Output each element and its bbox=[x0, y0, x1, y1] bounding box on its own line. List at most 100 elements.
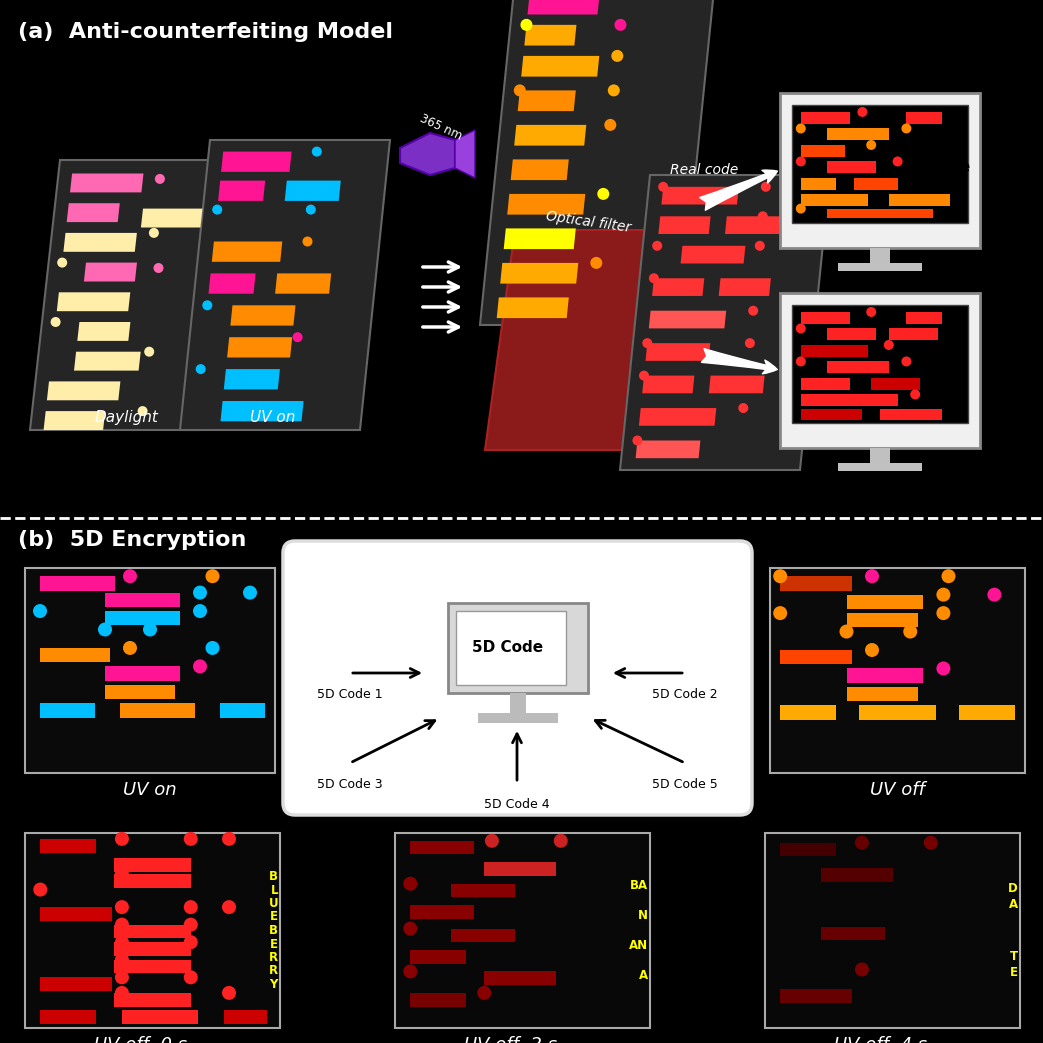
Circle shape bbox=[866, 140, 876, 150]
Polygon shape bbox=[620, 175, 830, 470]
Circle shape bbox=[33, 882, 47, 897]
Polygon shape bbox=[480, 0, 715, 325]
Bar bbox=[801, 194, 868, 207]
Circle shape bbox=[796, 123, 806, 134]
Circle shape bbox=[937, 587, 950, 602]
Bar bbox=[801, 145, 845, 156]
Text: 5D Code 5: 5D Code 5 bbox=[652, 778, 718, 791]
Bar bbox=[770, 568, 1025, 773]
Text: 5D Code 3: 5D Code 3 bbox=[317, 778, 383, 791]
Bar bbox=[447, 603, 587, 693]
Bar bbox=[115, 874, 191, 888]
Circle shape bbox=[404, 965, 417, 978]
Bar bbox=[838, 463, 922, 470]
Circle shape bbox=[911, 389, 920, 399]
Circle shape bbox=[222, 832, 236, 846]
Bar bbox=[889, 329, 938, 340]
Circle shape bbox=[883, 340, 894, 350]
Circle shape bbox=[243, 585, 257, 600]
Bar bbox=[410, 841, 475, 854]
Circle shape bbox=[745, 338, 755, 348]
Bar bbox=[859, 705, 936, 720]
Bar bbox=[410, 993, 466, 1006]
Text: 5D Code 1: 5D Code 1 bbox=[317, 688, 383, 701]
Polygon shape bbox=[56, 292, 130, 311]
Bar bbox=[827, 128, 889, 140]
Circle shape bbox=[903, 625, 917, 638]
Bar bbox=[801, 394, 898, 406]
Polygon shape bbox=[455, 130, 475, 178]
Polygon shape bbox=[220, 401, 304, 421]
Circle shape bbox=[632, 436, 642, 445]
Circle shape bbox=[796, 357, 806, 366]
Circle shape bbox=[478, 986, 491, 1000]
Polygon shape bbox=[285, 180, 341, 201]
Circle shape bbox=[115, 986, 129, 1000]
Polygon shape bbox=[44, 411, 105, 430]
Circle shape bbox=[611, 50, 624, 62]
Polygon shape bbox=[275, 273, 332, 294]
Bar bbox=[959, 705, 1015, 720]
Bar bbox=[880, 409, 942, 420]
Polygon shape bbox=[401, 134, 455, 175]
Bar bbox=[847, 669, 923, 683]
Polygon shape bbox=[719, 278, 771, 296]
Bar bbox=[801, 312, 850, 323]
Polygon shape bbox=[652, 278, 704, 296]
Circle shape bbox=[51, 317, 60, 328]
Polygon shape bbox=[528, 0, 600, 15]
Circle shape bbox=[893, 156, 902, 167]
Bar bbox=[792, 105, 968, 223]
Bar bbox=[105, 685, 175, 699]
Bar bbox=[847, 613, 918, 628]
Polygon shape bbox=[522, 56, 600, 76]
Circle shape bbox=[738, 403, 748, 413]
Circle shape bbox=[866, 307, 876, 317]
Circle shape bbox=[658, 181, 669, 192]
Polygon shape bbox=[507, 194, 585, 215]
Polygon shape bbox=[725, 216, 781, 234]
Circle shape bbox=[937, 606, 950, 621]
Circle shape bbox=[855, 963, 869, 976]
Circle shape bbox=[115, 952, 129, 967]
Circle shape bbox=[404, 877, 417, 891]
Circle shape bbox=[202, 300, 213, 311]
Bar bbox=[395, 833, 650, 1028]
Polygon shape bbox=[496, 297, 568, 318]
Circle shape bbox=[155, 174, 165, 184]
Circle shape bbox=[193, 585, 207, 600]
Polygon shape bbox=[141, 209, 202, 227]
Text: False: False bbox=[918, 157, 970, 176]
Polygon shape bbox=[501, 263, 578, 284]
Polygon shape bbox=[180, 140, 390, 430]
Polygon shape bbox=[83, 263, 137, 282]
Circle shape bbox=[598, 188, 609, 200]
Bar bbox=[780, 576, 851, 590]
Bar bbox=[780, 93, 980, 247]
Bar bbox=[40, 576, 115, 590]
Circle shape bbox=[748, 306, 758, 316]
Bar bbox=[220, 703, 265, 718]
Polygon shape bbox=[514, 125, 586, 146]
Bar bbox=[478, 713, 558, 723]
Polygon shape bbox=[74, 351, 141, 370]
Circle shape bbox=[196, 364, 205, 374]
Polygon shape bbox=[224, 369, 280, 389]
Circle shape bbox=[312, 147, 322, 156]
Circle shape bbox=[652, 241, 662, 250]
FancyBboxPatch shape bbox=[283, 541, 752, 815]
Bar bbox=[827, 329, 876, 340]
Circle shape bbox=[149, 228, 159, 238]
Circle shape bbox=[901, 357, 912, 366]
Text: 365 nm: 365 nm bbox=[418, 113, 464, 143]
Bar bbox=[456, 611, 565, 685]
Polygon shape bbox=[649, 311, 726, 329]
Circle shape bbox=[649, 273, 659, 284]
Polygon shape bbox=[30, 160, 231, 430]
Circle shape bbox=[901, 123, 912, 134]
Polygon shape bbox=[681, 246, 746, 264]
Bar bbox=[801, 178, 836, 190]
Circle shape bbox=[115, 832, 129, 846]
Circle shape bbox=[123, 569, 137, 583]
Circle shape bbox=[639, 370, 649, 381]
